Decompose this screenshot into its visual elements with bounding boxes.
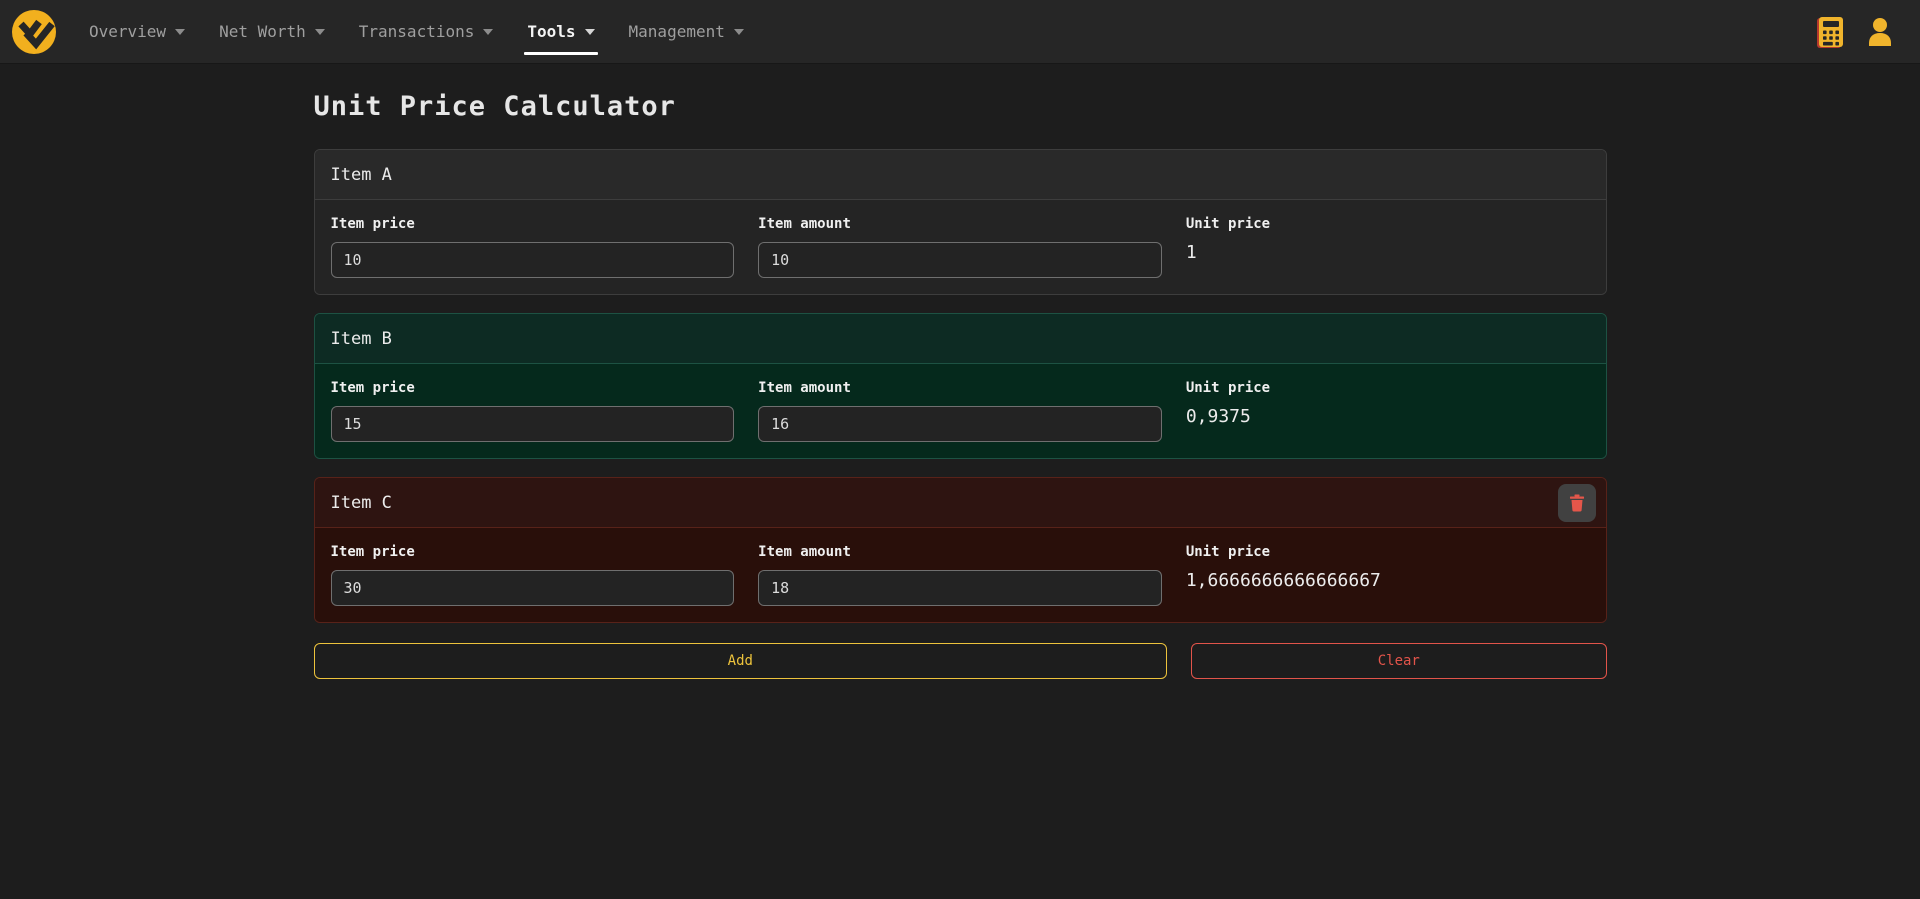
- item-amount-input[interactable]: [758, 242, 1162, 278]
- calculator-button[interactable]: [1816, 14, 1846, 50]
- nav-item-overview[interactable]: Overview: [72, 0, 202, 63]
- item-amount-input[interactable]: [758, 570, 1162, 606]
- unit-price-label: Unit price: [1185, 380, 1271, 396]
- item-price-field: Item price: [330, 544, 735, 606]
- item-amount-label: Item amount: [758, 544, 851, 560]
- unit-price-field: Unit price 0,9375: [1186, 380, 1590, 442]
- item-price-input[interactable]: [330, 242, 735, 278]
- item-name: Item B: [330, 328, 392, 349]
- item-amount-field: Item amount: [758, 216, 1162, 278]
- item-card-a-body: Item price Item amount Unit price 1: [314, 200, 1606, 294]
- item-name: Item C: [330, 492, 392, 513]
- calculator-icon: [1819, 16, 1843, 47]
- item-amount-input[interactable]: [758, 406, 1162, 442]
- item-amount-label: Item amount: [758, 216, 851, 232]
- item-price-label: Item price: [330, 216, 415, 232]
- item-amount-field: Item amount: [758, 380, 1162, 442]
- nav-item-label: Tools: [527, 22, 576, 41]
- user-icon: [1869, 17, 1891, 46]
- actions-row: Add Clear: [313, 643, 1607, 679]
- item-price-field: Item price: [330, 380, 735, 442]
- nav-menu: Overview Net Worth Transactions Tools Ma…: [72, 0, 761, 63]
- navbar-right: [1816, 14, 1896, 50]
- chevron-down-icon: [733, 28, 744, 35]
- brand-logo[interactable]: [10, 8, 58, 56]
- item-card-a-header: Item A: [314, 150, 1606, 200]
- page-title: Unit Price Calculator: [313, 91, 676, 122]
- chevron-down-icon: [584, 28, 595, 35]
- trash-icon: [1569, 494, 1584, 511]
- nav-item-management[interactable]: Management: [612, 0, 761, 63]
- unit-price-label: Unit price: [1185, 544, 1271, 560]
- user-button[interactable]: [1864, 15, 1896, 49]
- item-card-a: Item A Item price Item amount Unit price…: [313, 149, 1607, 295]
- unit-price-value: 1: [1185, 242, 1197, 263]
- chevron-down-icon: [175, 28, 186, 35]
- item-card-c-header: Item C: [314, 478, 1606, 528]
- unit-price-value: 0,9375: [1185, 406, 1251, 427]
- item-name: Item A: [330, 164, 392, 185]
- unit-price-label: Unit price: [1185, 216, 1271, 232]
- unit-price-field: Unit price 1: [1186, 216, 1590, 278]
- item-card-c-body: Item price Item amount Unit price 1,6666…: [314, 528, 1606, 622]
- item-card-b: Item B Item price Item amount Unit price…: [313, 313, 1607, 459]
- nav-item-label: Net Worth: [219, 22, 306, 41]
- nav-item-label: Overview: [89, 22, 167, 41]
- nav-item-label: Transactions: [358, 22, 475, 41]
- clear-button[interactable]: Clear: [1191, 643, 1607, 679]
- item-price-input[interactable]: [330, 570, 735, 606]
- chevron-down-icon: [483, 28, 494, 35]
- nav-item-net-worth[interactable]: Net Worth: [202, 0, 342, 63]
- nav-item-transactions[interactable]: Transactions: [342, 0, 511, 63]
- item-price-input[interactable]: [330, 406, 735, 442]
- item-card-b-body: Item price Item amount Unit price 0,9375: [314, 364, 1606, 458]
- main-content: Unit Price Calculator Item A Item price …: [313, 64, 1607, 679]
- item-card-c: Item C Item price Item amount: [313, 477, 1607, 623]
- delete-item-button[interactable]: [1557, 483, 1596, 522]
- item-amount-label: Item amount: [758, 380, 851, 396]
- item-price-field: Item price: [330, 216, 735, 278]
- add-button[interactable]: Add: [313, 643, 1168, 679]
- item-amount-field: Item amount: [758, 544, 1162, 606]
- unit-price-field: Unit price 1,6666666666666667: [1186, 544, 1590, 606]
- unit-price-value: 1,6666666666666667: [1185, 570, 1381, 591]
- item-price-label: Item price: [330, 380, 415, 396]
- item-price-label: Item price: [330, 544, 415, 560]
- brand-logo-icon: [12, 9, 56, 54]
- item-card-b-header: Item B: [314, 314, 1606, 364]
- nav-item-tools[interactable]: Tools: [510, 0, 611, 63]
- top-navbar: Overview Net Worth Transactions Tools Ma…: [0, 0, 1920, 64]
- chevron-down-icon: [314, 28, 325, 35]
- nav-item-label: Management: [628, 22, 725, 41]
